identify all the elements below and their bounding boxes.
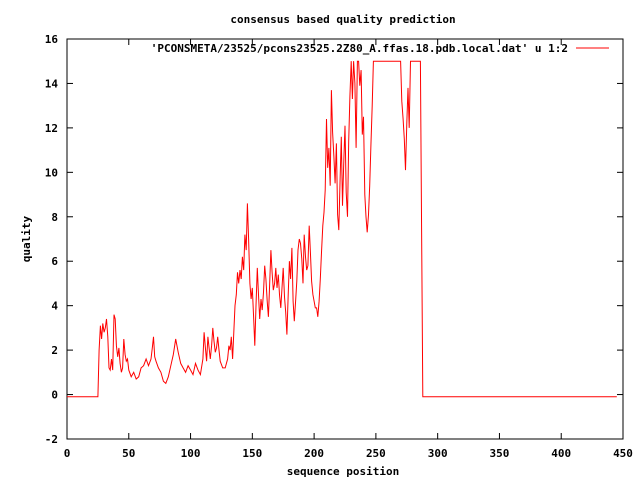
chart-title: consensus based quality prediction	[230, 13, 455, 26]
y-axis-label: quality	[20, 215, 33, 262]
x-tick-label: 150	[242, 447, 262, 460]
y-axis: -2 0 2 4 6 8 10 12 14 16	[45, 33, 623, 446]
x-axis: 0 50 100 150 200 250 300 350 400 450	[64, 39, 633, 460]
x-tick-label: 0	[64, 447, 71, 460]
y-tick-label: 4	[51, 300, 58, 313]
x-tick-label: 350	[490, 447, 510, 460]
series-line	[67, 60, 617, 398]
x-tick-label: 300	[428, 447, 448, 460]
x-tick-label: 50	[122, 447, 135, 460]
x-tick-label: 100	[181, 447, 201, 460]
y-tick-label: -2	[45, 433, 58, 446]
y-tick-label: 14	[45, 77, 59, 90]
y-tick-label: 12	[45, 122, 58, 135]
y-tick-label: 6	[51, 255, 58, 268]
y-tick-label: 2	[51, 344, 58, 357]
y-tick-label: 0	[51, 389, 58, 402]
legend-entry-label: 'PCONSMETA/23525/pcons23525.2Z80_A.ffas.…	[151, 42, 568, 55]
y-tick-label: 8	[51, 211, 58, 224]
y-tick-label: 10	[45, 166, 58, 179]
x-tick-label: 400	[551, 447, 571, 460]
x-tick-label: 450	[613, 447, 633, 460]
x-tick-label: 200	[304, 447, 324, 460]
x-axis-label: sequence position	[287, 465, 400, 478]
plot-frame	[66, 38, 624, 440]
y-tick-label: 16	[45, 33, 59, 46]
x-tick-label: 250	[366, 447, 386, 460]
legend: 'PCONSMETA/23525/pcons23525.2Z80_A.ffas.…	[151, 42, 609, 55]
